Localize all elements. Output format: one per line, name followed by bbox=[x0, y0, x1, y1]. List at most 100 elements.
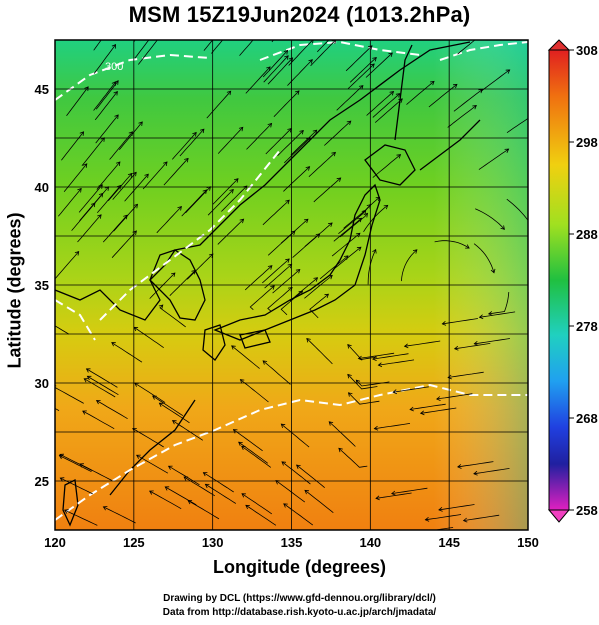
streamline bbox=[142, 161, 168, 190]
streamline bbox=[328, 421, 356, 447]
streamline-arrowhead bbox=[377, 362, 383, 368]
streamline bbox=[308, 152, 336, 177]
streamline-arrowhead bbox=[111, 81, 117, 87]
streamline bbox=[111, 342, 143, 363]
streamline-arrowhead bbox=[84, 86, 89, 91]
streamline-arrowhead bbox=[306, 337, 311, 343]
ryukyu-islands bbox=[109, 399, 196, 496]
streamline bbox=[442, 318, 478, 325]
streamline bbox=[436, 393, 473, 400]
colorbar-tick-label: 298 bbox=[576, 135, 598, 150]
streamline-arrowhead bbox=[262, 360, 268, 365]
streamline bbox=[265, 128, 292, 155]
streamline bbox=[332, 246, 362, 271]
streamline-arrowhead bbox=[95, 400, 101, 405]
streamline-arrowhead bbox=[312, 129, 318, 135]
streamline-arrowhead bbox=[163, 161, 168, 166]
streamline bbox=[309, 293, 329, 319]
streamline bbox=[333, 217, 362, 242]
streamline-arrowhead bbox=[298, 290, 304, 296]
y-tick-label: 45 bbox=[35, 82, 49, 97]
streamline bbox=[401, 249, 418, 282]
streamline bbox=[393, 386, 429, 393]
streamline-arrowhead bbox=[177, 206, 182, 211]
streamline bbox=[79, 463, 113, 481]
streamline-arrowhead bbox=[204, 483, 210, 489]
streamline-arrowhead bbox=[133, 203, 139, 209]
colorbar: 308 298 288 278 268 258 bbox=[547, 39, 598, 523]
streamline bbox=[179, 128, 205, 157]
streamline bbox=[61, 131, 84, 161]
streamline bbox=[262, 50, 288, 78]
streamline-arrowhead bbox=[457, 464, 462, 469]
streamline bbox=[273, 90, 300, 117]
streamline-arrowhead bbox=[363, 212, 369, 218]
streamline bbox=[313, 177, 341, 203]
streamline-arrowhead bbox=[241, 493, 247, 498]
streamline bbox=[296, 464, 325, 489]
streamline-arrowhead bbox=[114, 114, 119, 120]
streamline-arrowhead bbox=[424, 516, 430, 522]
streamline-arrowhead bbox=[191, 269, 196, 275]
streamline-arrowhead bbox=[59, 477, 65, 482]
streamline-arrowhead bbox=[313, 277, 319, 282]
streamline-arrowhead bbox=[392, 389, 398, 395]
streamline-arrowhead bbox=[285, 199, 290, 205]
streamline-arrowhead bbox=[490, 268, 496, 274]
streamline bbox=[457, 40, 476, 55]
streamline bbox=[324, 120, 352, 146]
streamline bbox=[267, 57, 293, 85]
streamline-arrowhead bbox=[85, 368, 91, 373]
streamline bbox=[181, 189, 207, 217]
streamline bbox=[304, 490, 334, 514]
streamline bbox=[310, 40, 336, 67]
streamline bbox=[55, 387, 84, 404]
streamline-arrowhead bbox=[328, 274, 333, 280]
streamline bbox=[372, 353, 409, 360]
japan-kyushu bbox=[202, 324, 226, 361]
streamline-arrowhead bbox=[472, 105, 477, 110]
streamline-arrowhead bbox=[266, 66, 271, 71]
streamline bbox=[347, 63, 375, 89]
streamline-arrowhead bbox=[328, 421, 334, 426]
streamline bbox=[280, 218, 309, 244]
streamline-arrowhead bbox=[83, 378, 89, 383]
japan-honshu bbox=[213, 183, 381, 341]
streamline bbox=[185, 186, 211, 214]
streamline-arrowhead bbox=[153, 30, 157, 34]
streamline-arrowhead bbox=[267, 122, 273, 128]
streamline-arrowhead bbox=[111, 21, 115, 25]
streamline-arrowhead bbox=[158, 402, 164, 407]
streamline-arrowhead bbox=[372, 356, 377, 361]
streamline bbox=[112, 172, 137, 200]
streamline-arrowhead bbox=[504, 148, 510, 153]
streamline bbox=[164, 486, 197, 506]
streamline-arrowhead bbox=[398, 98, 403, 103]
streamline-arrowhead bbox=[229, 188, 234, 194]
streamline-arrowhead bbox=[144, 173, 149, 179]
streamline bbox=[159, 402, 190, 424]
streamline-arrowhead bbox=[284, 55, 289, 60]
streamline bbox=[474, 338, 510, 345]
streamline bbox=[338, 448, 368, 468]
streamline bbox=[345, 45, 373, 72]
y-tick-labels: 25 30 35 40 45 bbox=[35, 82, 49, 489]
streamline bbox=[363, 205, 388, 233]
streamline bbox=[132, 40, 134, 41]
streamline-arrowhead bbox=[167, 465, 173, 470]
streamline bbox=[212, 178, 239, 205]
colorbar-tick-label: 258 bbox=[576, 503, 598, 518]
streamline-arrowhead bbox=[389, 90, 395, 96]
streamline-arrowhead bbox=[149, 490, 154, 495]
streamline bbox=[506, 117, 528, 134]
streamline bbox=[86, 368, 118, 388]
streamline-arrowhead bbox=[231, 345, 236, 350]
streamline bbox=[478, 148, 509, 170]
streamline bbox=[186, 253, 214, 280]
streamline bbox=[169, 270, 196, 296]
streamline-arrowhead bbox=[305, 166, 311, 171]
streamline-arrowhead bbox=[357, 355, 363, 361]
map-title: MSM 15Z19Jun2024 (1013.2hPa) bbox=[128, 2, 471, 27]
streamline bbox=[348, 392, 380, 405]
